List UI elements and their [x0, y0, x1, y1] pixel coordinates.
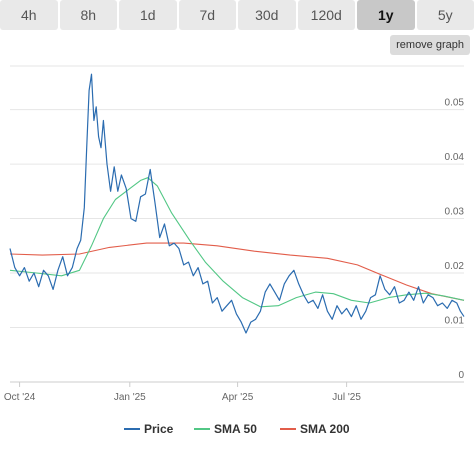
tab-120d[interactable]: 120d — [297, 0, 355, 30]
tab-5y[interactable]: 5y — [416, 0, 474, 30]
x-tick-label: Apr '25 — [222, 392, 254, 403]
y-tick-label: 0 — [458, 370, 464, 381]
remove-graph-button[interactable]: remove graph — [390, 35, 470, 55]
x-tick-label: Jan '25 — [114, 392, 146, 403]
y-tick-label: 0.05 — [445, 98, 465, 109]
series-line-sma-50 — [9, 177, 465, 308]
tab-30d[interactable]: 30d — [238, 0, 296, 30]
tab-4h[interactable]: 4h — [0, 0, 58, 30]
legend-label[interactable]: Price — [144, 422, 174, 436]
grid-lines — [10, 65, 464, 329]
series-line-sma-200 — [9, 242, 465, 301]
y-tick-label: 0.02 — [445, 261, 465, 272]
series-lines — [9, 73, 465, 334]
tab-8h[interactable]: 8h — [59, 0, 117, 30]
legend: Price SMA 50 SMA 200 — [124, 422, 350, 436]
x-tick-label: Jul '25 — [332, 392, 361, 403]
time-range-tabs: 4h 8h 1d 7d 30d 120d 1y 5y — [0, 0, 474, 30]
y-tick-label: 0.04 — [445, 152, 465, 163]
tab-7d[interactable]: 7d — [178, 0, 236, 30]
series-line-price — [9, 73, 465, 334]
y-axis-labels: 0 0.01 0.02 0.03 0.04 0.05 — [445, 98, 465, 381]
x-tick-label: Oct '24 — [4, 392, 36, 403]
legend-label[interactable]: SMA 200 — [300, 422, 350, 436]
x-axis: Oct '24 Jan '25 Apr '25 Jul '25 — [4, 381, 464, 403]
tab-1d[interactable]: 1d — [119, 0, 177, 30]
legend-label[interactable]: SMA 50 — [214, 422, 257, 436]
y-tick-label: 0.03 — [445, 207, 465, 218]
tab-1y[interactable]: 1y — [357, 0, 415, 30]
y-tick-label: 0.01 — [445, 316, 465, 327]
